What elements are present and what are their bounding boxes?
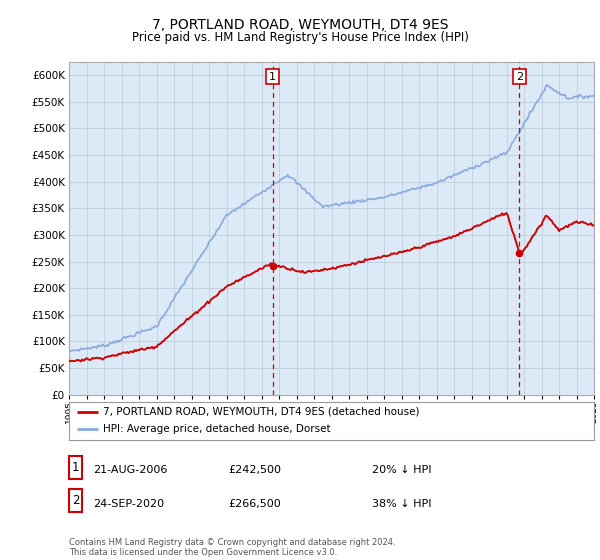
Text: 2: 2 [516, 72, 523, 82]
Text: HPI: Average price, detached house, Dorset: HPI: Average price, detached house, Dors… [103, 424, 331, 435]
Text: 21-AUG-2006: 21-AUG-2006 [93, 465, 167, 475]
Text: 7, PORTLAND ROAD, WEYMOUTH, DT4 9ES (detached house): 7, PORTLAND ROAD, WEYMOUTH, DT4 9ES (det… [103, 407, 419, 417]
Text: 38% ↓ HPI: 38% ↓ HPI [372, 499, 431, 508]
Text: 7, PORTLAND ROAD, WEYMOUTH, DT4 9ES: 7, PORTLAND ROAD, WEYMOUTH, DT4 9ES [152, 18, 448, 32]
Text: 20% ↓ HPI: 20% ↓ HPI [372, 465, 431, 475]
Text: Price paid vs. HM Land Registry's House Price Index (HPI): Price paid vs. HM Land Registry's House … [131, 31, 469, 44]
Text: Contains HM Land Registry data © Crown copyright and database right 2024.
This d: Contains HM Land Registry data © Crown c… [69, 538, 395, 557]
Text: 1: 1 [72, 461, 79, 474]
Text: 1: 1 [269, 72, 276, 82]
Text: 2: 2 [72, 494, 79, 507]
Text: 24-SEP-2020: 24-SEP-2020 [93, 499, 164, 508]
Text: £266,500: £266,500 [228, 499, 281, 508]
Text: £242,500: £242,500 [228, 465, 281, 475]
